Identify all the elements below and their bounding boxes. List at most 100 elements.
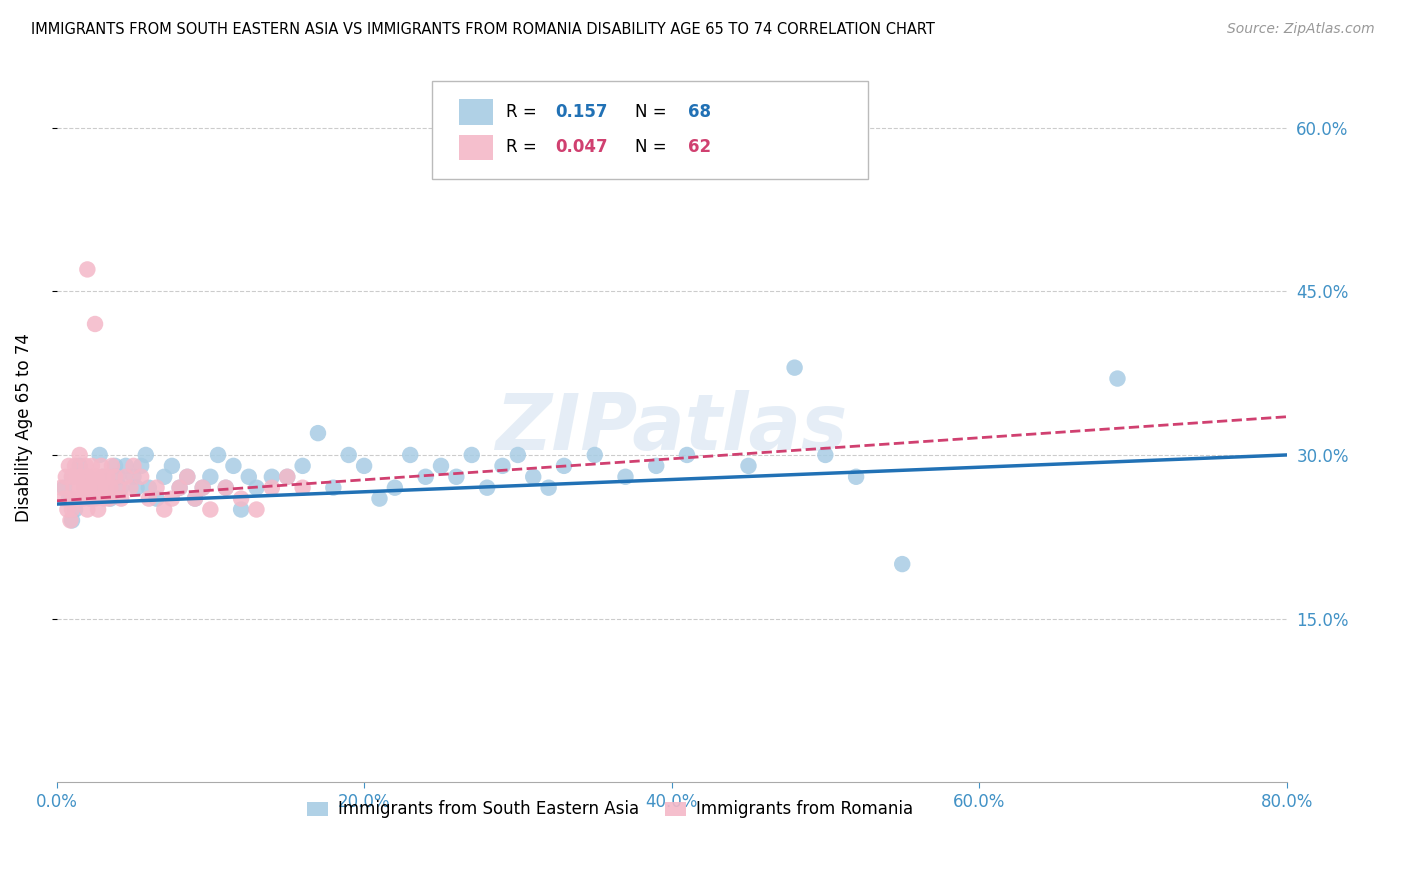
Point	[184, 491, 207, 506]
Point	[229, 502, 252, 516]
Point	[238, 470, 260, 484]
Text: N =: N =	[634, 103, 672, 121]
Point	[70, 470, 93, 484]
Point	[215, 481, 238, 495]
Point	[475, 164, 498, 178]
Point	[522, 470, 544, 484]
Legend: Immigrants from South Eastern Asia, Immigrants from Romania: Immigrants from South Eastern Asia, Immi…	[299, 794, 920, 825]
Point	[100, 491, 122, 506]
Point	[222, 458, 245, 473]
Point	[245, 481, 267, 495]
Point	[79, 491, 101, 506]
Point	[475, 481, 498, 495]
Point	[207, 448, 229, 462]
Text: R =: R =	[506, 138, 541, 156]
Point	[60, 470, 83, 484]
Point	[101, 458, 124, 473]
Point	[94, 481, 117, 495]
Point	[60, 491, 83, 506]
Point	[60, 502, 83, 516]
Text: 0.157: 0.157	[555, 103, 607, 121]
Point	[62, 481, 84, 495]
Point	[399, 448, 422, 462]
Text: Source: ZipAtlas.com: Source: ZipAtlas.com	[1227, 22, 1375, 37]
Point	[160, 458, 183, 473]
Point	[891, 557, 914, 571]
Point	[122, 470, 145, 484]
Point	[84, 317, 107, 331]
Point	[491, 458, 513, 473]
Point	[430, 458, 453, 473]
Point	[107, 470, 129, 484]
Point	[583, 448, 606, 462]
Point	[76, 470, 98, 484]
Text: 0.047: 0.047	[555, 138, 607, 156]
Text: ZIPatlas: ZIPatlas	[495, 390, 848, 466]
Point	[245, 502, 267, 516]
Point	[129, 458, 152, 473]
Point	[77, 481, 100, 495]
Point	[353, 458, 375, 473]
Point	[69, 481, 91, 495]
Text: R =: R =	[506, 103, 541, 121]
Point	[72, 491, 94, 506]
Text: N =: N =	[634, 138, 672, 156]
Point	[110, 481, 132, 495]
Point	[537, 481, 560, 495]
Point	[415, 470, 437, 484]
Point	[160, 491, 183, 506]
Point	[76, 502, 98, 516]
Point	[446, 470, 468, 484]
Point	[76, 470, 98, 484]
Point	[114, 458, 136, 473]
Point	[176, 470, 198, 484]
Point	[260, 481, 283, 495]
Point	[69, 458, 91, 473]
Point	[153, 502, 176, 516]
Point	[83, 470, 105, 484]
Point	[276, 470, 298, 484]
Point	[87, 502, 110, 516]
Point	[169, 481, 191, 495]
Point	[138, 481, 160, 495]
Point	[86, 470, 108, 484]
Point	[200, 470, 222, 484]
Point	[107, 481, 129, 495]
Point	[191, 481, 214, 495]
Point	[276, 470, 298, 484]
Point	[79, 491, 101, 506]
Point	[65, 470, 87, 484]
Point	[58, 458, 80, 473]
FancyBboxPatch shape	[458, 135, 494, 161]
Point	[122, 458, 145, 473]
Point	[200, 502, 222, 516]
Point	[55, 470, 77, 484]
Point	[145, 481, 167, 495]
Point	[114, 470, 136, 484]
Point	[89, 448, 111, 462]
Point	[94, 481, 117, 495]
Point	[384, 481, 406, 495]
Y-axis label: Disability Age 65 to 74: Disability Age 65 to 74	[15, 334, 32, 522]
Point	[184, 491, 207, 506]
Text: 68: 68	[688, 103, 710, 121]
Text: IMMIGRANTS FROM SOUTH EASTERN ASIA VS IMMIGRANTS FROM ROMANIA DISABILITY AGE 65 : IMMIGRANTS FROM SOUTH EASTERN ASIA VS IM…	[31, 22, 935, 37]
Point	[84, 491, 107, 506]
Point	[91, 470, 114, 484]
Point	[138, 491, 160, 506]
Point	[229, 491, 252, 506]
Point	[145, 491, 167, 506]
Point	[845, 470, 868, 484]
Point	[63, 458, 86, 473]
Point	[153, 470, 176, 484]
Point	[96, 470, 118, 484]
Point	[814, 448, 837, 462]
Point	[69, 448, 91, 462]
Point	[56, 502, 79, 516]
Point	[60, 470, 83, 484]
FancyBboxPatch shape	[432, 81, 869, 179]
Point	[1107, 371, 1129, 385]
Point	[84, 481, 107, 495]
Point	[104, 470, 127, 484]
Point	[737, 458, 759, 473]
